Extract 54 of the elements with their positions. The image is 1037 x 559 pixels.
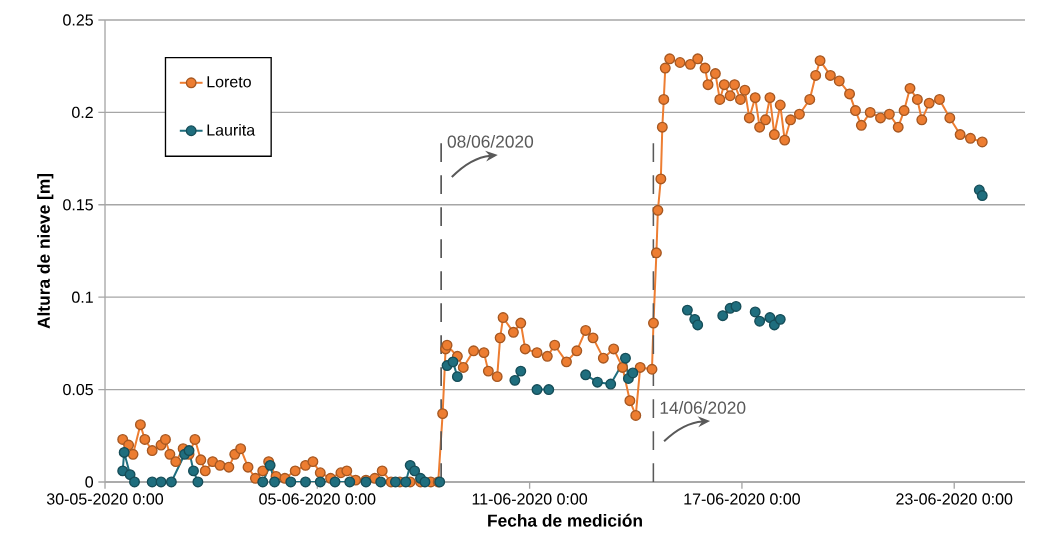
- x-tick-label: 23-06-2020 0:00: [896, 493, 1013, 505]
- point: [375, 476, 387, 488]
- point: [447, 356, 459, 368]
- y-tick-label: 0: [85, 476, 94, 488]
- point: [717, 310, 729, 322]
- point: [605, 378, 617, 390]
- point: [451, 371, 463, 383]
- point: [509, 374, 521, 386]
- point: [409, 465, 421, 477]
- point: [627, 367, 639, 379]
- x-axis-title: Fecha de medición: [488, 513, 642, 527]
- point: [692, 319, 704, 331]
- point: [515, 365, 527, 377]
- y-axis-title: Altura de nieve [m]: [37, 173, 54, 329]
- y-tick-label: 0.25: [63, 14, 93, 26]
- point: [329, 476, 341, 488]
- point: [165, 476, 177, 488]
- point: [580, 369, 592, 381]
- point: [754, 315, 766, 327]
- point: [531, 384, 543, 396]
- point: [314, 476, 326, 488]
- y-tick-label: 0.15: [63, 199, 93, 211]
- point: [344, 476, 356, 488]
- point: [591, 376, 603, 388]
- point: [400, 476, 412, 488]
- point: [192, 476, 204, 488]
- y-tick-label: 0.2: [72, 106, 93, 119]
- point: [118, 446, 130, 458]
- x-tick-label: 11-06-2020 0:00: [472, 493, 588, 505]
- point: [269, 476, 281, 488]
- point: [188, 465, 199, 477]
- point: [730, 300, 742, 312]
- point: [749, 306, 761, 318]
- point: [681, 304, 693, 316]
- legend-label: Loreto: [207, 76, 251, 88]
- x-tick-label: 05-06-2020 0:00: [259, 493, 376, 505]
- point: [300, 476, 311, 488]
- point: [257, 476, 269, 488]
- point: [619, 352, 631, 364]
- point: [543, 384, 555, 396]
- legend-label: Laurita: [207, 123, 256, 136]
- x-tick-label: 17-06-2020 0:00: [684, 493, 800, 505]
- x-tick-label: 30-05-2020 0:00: [46, 493, 164, 505]
- point: [419, 476, 431, 488]
- point: [389, 476, 401, 488]
- point: [155, 476, 167, 488]
- y-tick-label: 0.1: [72, 291, 93, 303]
- ref-line-label: 08/06/2020: [447, 135, 534, 148]
- ref-line-label: 14/06/2020: [660, 401, 746, 414]
- point: [285, 476, 297, 488]
- point: [129, 476, 140, 488]
- point: [976, 190, 988, 202]
- y-tick-label: 0.05: [63, 383, 93, 396]
- point: [774, 313, 786, 325]
